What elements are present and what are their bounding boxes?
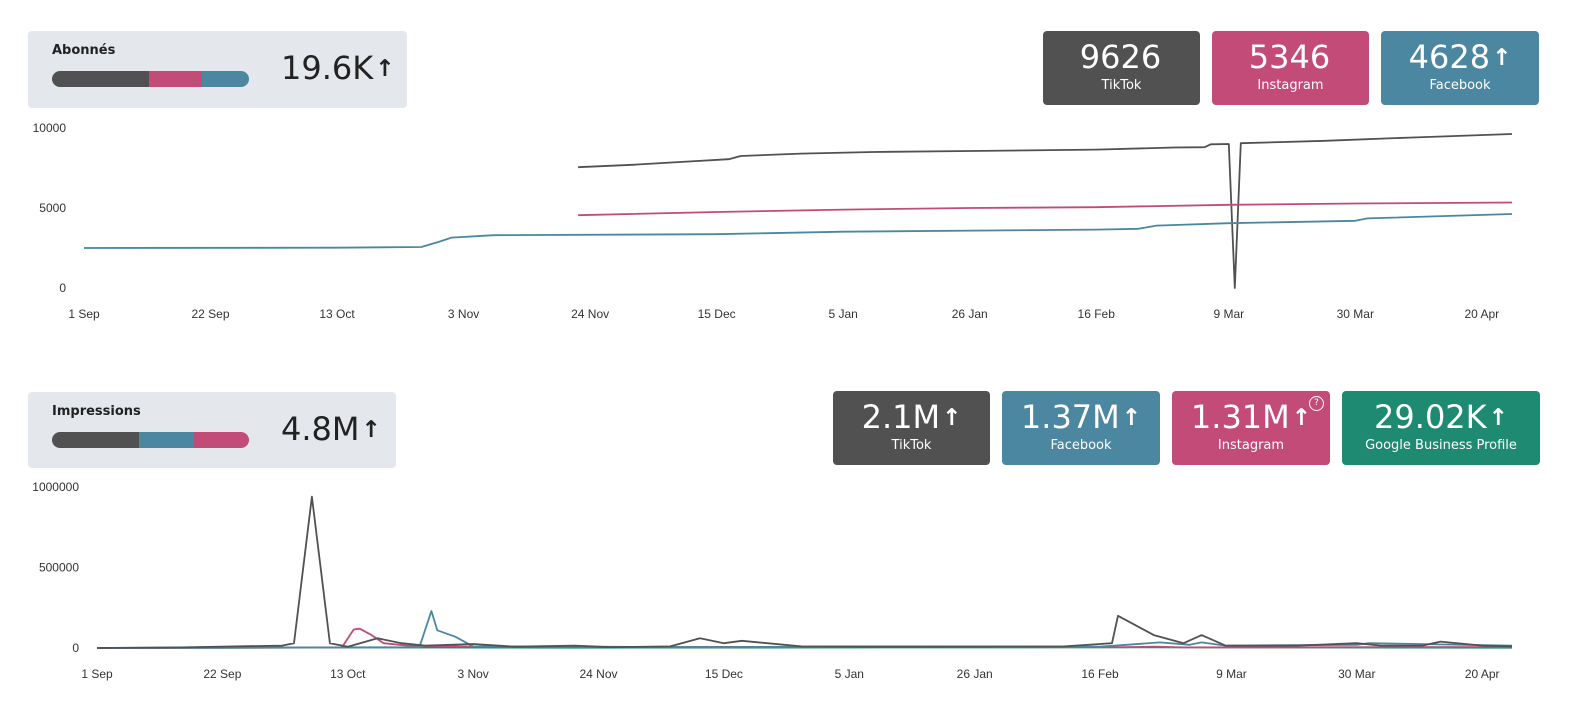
x-tick-label: 9 Mar (1213, 307, 1244, 321)
x-tick-label: 15 Dec (705, 667, 743, 681)
card-label: TikTok (891, 438, 932, 453)
card-google-business-impressions: 29.02K↑ Google Business Profile (1342, 391, 1540, 465)
card-value-text: 5346 (1248, 38, 1331, 76)
x-tick-label: 3 Nov (448, 307, 479, 321)
y-tick-label: 0 (59, 281, 66, 295)
x-tick-label: 20 Apr (1464, 307, 1499, 321)
card-value: 29.02K↑ (1342, 397, 1540, 438)
series-line (578, 133, 1513, 289)
card-tiktok-abonnes: 9626 TikTok (1043, 31, 1200, 105)
impressions-title: Impressions (52, 404, 141, 419)
x-tick-label: 13 Oct (319, 307, 355, 321)
x-tick-label: 5 Jan (828, 307, 857, 321)
abonnes-cards: 9626 TikTok 5346 Instagram 4628↑ Faceboo… (1043, 31, 1540, 105)
y-tick-label: 0 (72, 641, 79, 655)
impressions-distribution-bar (52, 432, 249, 448)
card-label: Facebook (1050, 438, 1112, 453)
x-tick-label: 9 Mar (1216, 667, 1247, 681)
x-tick-label: 30 Mar (1338, 667, 1375, 681)
card-value-text: 4628 (1408, 38, 1491, 76)
card-label: Instagram (1217, 438, 1285, 453)
y-tick-label: 5000 (39, 201, 66, 215)
series-line (96, 610, 1513, 649)
card-label: Facebook (1429, 78, 1491, 93)
impressions-cards: 2.1M↑ TikTok 1.37M↑ Facebook 1.31M↑ Inst… (833, 391, 1540, 465)
x-tick-label: 24 Nov (580, 667, 618, 681)
x-tick-label: 1 Sep (68, 307, 100, 321)
card-value-text: 9626 (1079, 38, 1162, 76)
impressions-summary: Impressions 4.8M↑ (28, 392, 396, 468)
card-facebook-impressions: 1.37M↑ Facebook (1002, 391, 1160, 465)
abonnes-line-chart: 0 5000 10000 1 Sep 22 Sep 13 Oct 3 Nov 24 Nov 15… (33, 121, 1513, 321)
bar-segment (138, 432, 194, 448)
card-value-text: 1.37M (1020, 398, 1120, 436)
arrow-up-icon: ↑ (1291, 405, 1312, 432)
impressions-total-value: 4.8M (281, 410, 360, 448)
series-line (96, 495, 1513, 649)
x-tick-label: 24 Nov (571, 307, 609, 321)
bar-segment (148, 71, 202, 87)
arrow-up-icon: ↑ (1488, 405, 1508, 432)
abonnes-distribution-bar (52, 71, 249, 87)
arrow-up-icon: ↑ (1121, 405, 1142, 432)
abonnes-title: Abonnés (52, 43, 116, 58)
card-tiktok-impressions: 2.1M↑ TikTok (833, 391, 990, 465)
x-tick-label: 20 Apr (1465, 667, 1500, 681)
y-tick-label: 10000 (33, 121, 67, 135)
card-label: Google Business Profile (1365, 438, 1517, 453)
series-line (96, 627, 1513, 649)
x-tick-label: 3 Nov (457, 667, 488, 681)
card-instagram-impressions: 1.31M↑ Instagram ? (1172, 391, 1330, 465)
card-value-text: 29.02K (1374, 398, 1487, 436)
help-icon[interactable]: ? (1309, 396, 1324, 411)
series-line (83, 213, 1513, 249)
card-value: 9626 (1043, 37, 1200, 78)
arrow-up-icon: ↑ (1492, 45, 1512, 72)
x-tick-label: 22 Sep (203, 667, 241, 681)
card-value: 5346 (1212, 37, 1369, 78)
card-value: 2.1M↑ (833, 397, 990, 438)
x-tick-label: 5 Jan (835, 667, 864, 681)
card-instagram-abonnes: 5346 Instagram (1212, 31, 1369, 105)
x-tick-label: 26 Jan (957, 667, 993, 681)
x-tick-label: 16 Feb (1081, 667, 1119, 681)
card-label: Instagram (1257, 78, 1324, 93)
arrow-up-icon: ↑ (942, 405, 962, 432)
card-value: 1.31M↑ (1172, 397, 1330, 438)
bar-segment (193, 432, 249, 448)
abonnes-summary: Abonnés 19.6K↑ (28, 31, 407, 108)
x-tick-label: 26 Jan (952, 307, 988, 321)
card-value: 1.37M↑ (1002, 397, 1160, 438)
bar-segment (52, 432, 139, 448)
x-tick-label: 22 Sep (192, 307, 230, 321)
impressions-line-chart: 0 500000 1000000 1 Sep 22 Sep 13 Oct 3 Nov 24 N… (32, 480, 1513, 681)
card-facebook-abonnes: 4628↑ Facebook (1381, 31, 1539, 105)
bar-segment (201, 71, 249, 87)
card-value-text: 2.1M (861, 398, 941, 436)
x-tick-label: 16 Feb (1078, 307, 1116, 321)
x-tick-label: 30 Mar (1337, 307, 1374, 321)
impressions-total: 4.8M↑ (281, 410, 381, 448)
card-value: 4628↑ (1381, 37, 1539, 78)
y-tick-label: 500000 (39, 561, 79, 575)
arrow-up-icon: ↑ (375, 56, 395, 83)
card-value-text: 1.31M (1190, 398, 1290, 436)
abonnes-total: 19.6K↑ (281, 49, 395, 87)
series-line (578, 201, 1513, 217)
arrow-up-icon: ↑ (361, 417, 381, 444)
x-tick-label: 13 Oct (330, 667, 366, 681)
bar-segment (52, 71, 149, 87)
x-tick-label: 15 Dec (698, 307, 736, 321)
y-tick-label: 1000000 (32, 480, 79, 494)
abonnes-total-value: 19.6K (281, 49, 374, 87)
card-label: TikTok (1101, 78, 1142, 93)
x-tick-label: 1 Sep (81, 667, 113, 681)
